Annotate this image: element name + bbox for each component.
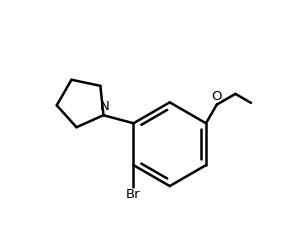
Text: N: N [100,100,110,113]
Text: Br: Br [126,188,141,201]
Text: O: O [211,90,222,103]
